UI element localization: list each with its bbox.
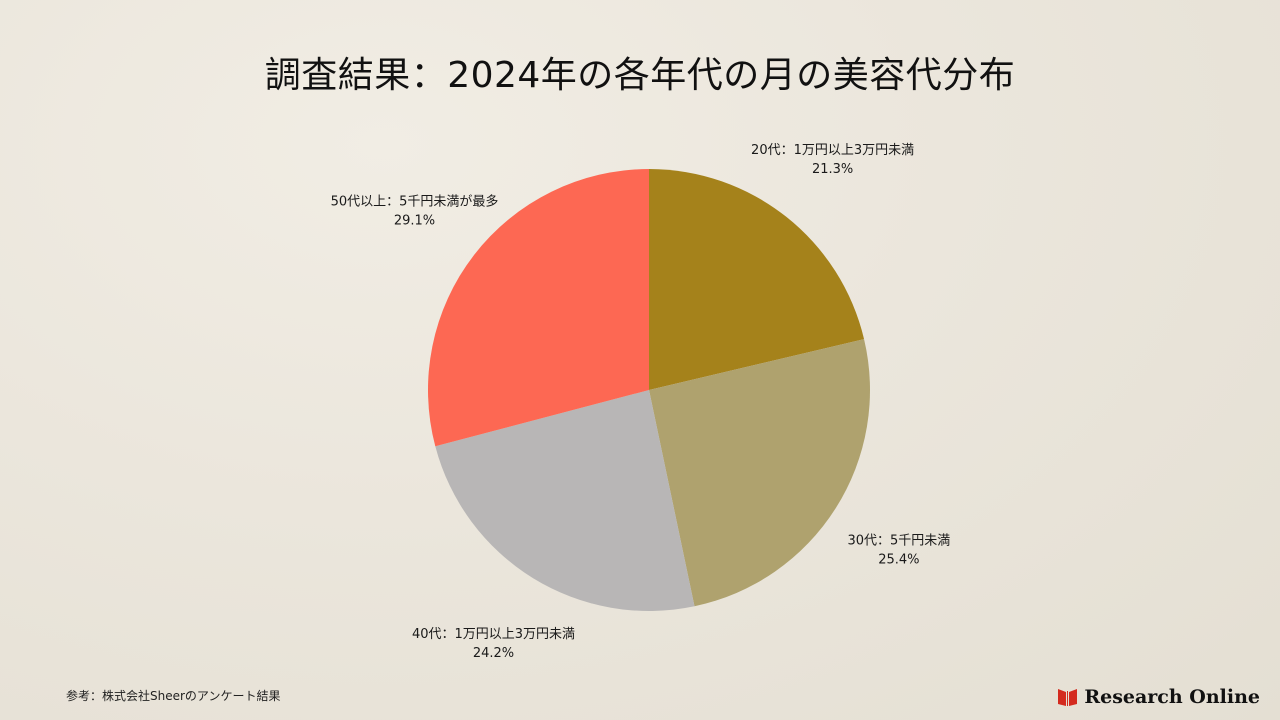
pie-labels: 20代：1万円以上3万円未満 21.3% 30代：5千円未満 25.4% 40代：1万円… xyxy=(331,143,951,661)
pie-slice-4 xyxy=(427,169,649,447)
slice-value-1: 21.3% xyxy=(812,162,853,177)
research-online-logo-icon xyxy=(1058,689,1078,706)
slice-value-3: 24.2% xyxy=(473,646,514,661)
slice-label-2: 30代：5千円未満 xyxy=(847,534,950,549)
source-note: 参考：株式会社Sheerのアンケート結果 xyxy=(66,689,281,703)
brand: Research Online xyxy=(1057,686,1260,708)
slice-label-4: 50代以上：5千円未満が最多 xyxy=(331,193,499,209)
chart-title: 調査結果：2024年の各年代の月の美容代分布 xyxy=(264,55,1016,96)
slice-value-2: 25.4% xyxy=(878,553,919,568)
slice-value-4: 29.1% xyxy=(394,213,435,228)
pie-slice-1 xyxy=(649,169,865,390)
pie-slices xyxy=(427,169,870,612)
pie-slice-2 xyxy=(649,339,870,607)
slice-label-3: 40代：1万円以上3万円未満 xyxy=(412,627,575,642)
brand-name: Research Online xyxy=(1084,686,1260,708)
slice-label-1: 20代：1万円以上3万円未満 xyxy=(751,143,914,158)
pie-slice-3 xyxy=(435,390,695,612)
